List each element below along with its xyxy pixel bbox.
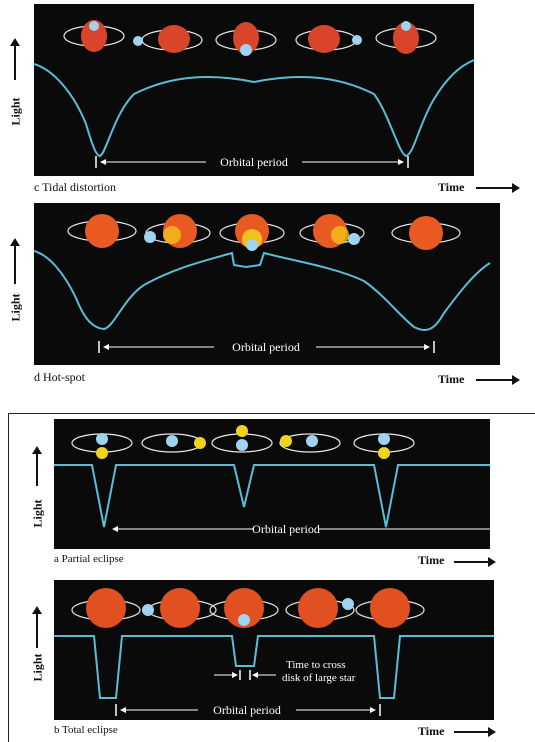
- partial-y-arrowhead: [32, 446, 42, 454]
- partial-caption: a Partial eclipse: [54, 553, 124, 565]
- total-star-5: [355, 588, 425, 628]
- tidal-distortion-diagram: Orbital period: [33, 20, 475, 169]
- total-annotation-line1: Time to cross: [286, 659, 346, 671]
- total-eclipse-diagram: Orbital period Time to cross disk of lar…: [54, 578, 494, 717]
- tidal-caption: c Tidal distortion: [34, 180, 117, 194]
- hotspot-period-label: Orbital period: [232, 340, 300, 354]
- hotspot-caption: d Hot-spot: [34, 370, 85, 384]
- hotspot-star-1: [67, 214, 137, 248]
- tidal-star-1: [63, 20, 125, 52]
- tidal-star-4: [295, 25, 362, 53]
- tidal-light-curve: [33, 59, 475, 158]
- hotspot-y-arrow: [14, 244, 16, 284]
- tidal-period-label: Orbital period: [220, 155, 288, 169]
- total-caption: b Total eclipse: [54, 724, 118, 736]
- hotspot-star-5: [391, 216, 461, 250]
- partial-pair-5: [353, 433, 415, 459]
- panel-total-eclipse: Orbital period Time to cross disk of lar…: [54, 578, 494, 720]
- total-star-3: [209, 588, 279, 628]
- total-star-4: [285, 588, 355, 628]
- partial-pair-4: [279, 433, 341, 453]
- tidal-star-2: [133, 25, 203, 53]
- total-y-arrowhead: [32, 606, 42, 614]
- total-x-arrowhead: [488, 727, 496, 737]
- panel-partial-eclipse: Orbital period: [54, 419, 490, 549]
- partial-x-arrow: [454, 561, 488, 563]
- hotspot-star-3: [219, 214, 285, 251]
- hot-spot-diagram: Orbital period: [33, 214, 491, 354]
- lower-figure-frame: [8, 413, 535, 742]
- panel-hot-spot: Orbital period: [33, 203, 500, 365]
- total-period-label: Orbital period: [213, 703, 281, 717]
- tidal-y-arrow: [14, 44, 16, 80]
- partial-pair-1: [71, 433, 133, 459]
- tidal-x-arrowhead: [512, 183, 520, 193]
- total-light-curve: [54, 635, 494, 699]
- tidal-x-label: Time: [438, 180, 465, 194]
- hotspot-x-arrowhead: [512, 375, 520, 385]
- partial-pair-2: [141, 433, 206, 453]
- tidal-star-5: [375, 21, 437, 54]
- total-y-label: Light: [30, 653, 45, 682]
- hotspot-star-4: [299, 214, 365, 248]
- partial-light-curve: [54, 464, 490, 528]
- partial-eclipse-diagram: Orbital period: [54, 425, 490, 536]
- hotspot-x-label: Time: [438, 372, 465, 386]
- partial-period-label: Orbital period: [252, 522, 320, 536]
- total-star-1: [71, 588, 141, 628]
- hotspot-y-label: Light: [8, 293, 23, 322]
- panel-tidal-distortion: Orbital period: [33, 4, 475, 176]
- partial-x-label: Time: [418, 553, 445, 567]
- partial-x-arrowhead: [488, 557, 496, 567]
- tidal-y-label: Light: [8, 97, 23, 126]
- total-star-2: [142, 588, 217, 628]
- hotspot-x-arrow: [476, 379, 512, 381]
- total-x-arrow: [454, 731, 488, 733]
- total-x-label: Time: [418, 724, 445, 738]
- total-annotation-line2: disk of large star: [282, 672, 356, 684]
- partial-y-label: Light: [30, 499, 45, 528]
- tidal-x-arrow: [476, 187, 512, 189]
- total-y-arrow: [36, 612, 38, 648]
- hotspot-light-curve: [33, 250, 491, 331]
- partial-pair-3: [211, 425, 273, 453]
- hotspot-star-2: [144, 214, 211, 248]
- tidal-y-arrowhead: [10, 38, 20, 46]
- partial-y-arrow: [36, 452, 38, 486]
- tidal-star-3: [215, 22, 277, 56]
- hotspot-y-arrowhead: [10, 238, 20, 246]
